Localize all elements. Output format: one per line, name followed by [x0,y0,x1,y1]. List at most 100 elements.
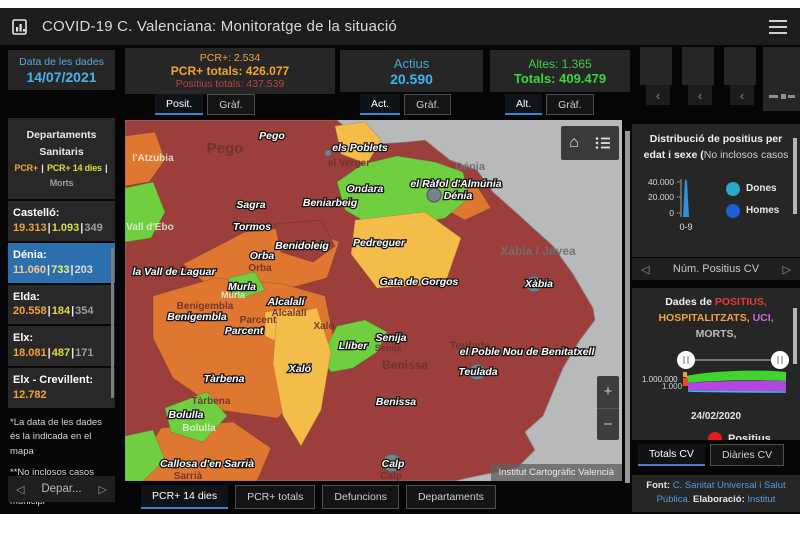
tab-pcr-graf[interactable]: Gràf. [207,94,255,115]
dept-row-denia-selected[interactable]: Dénia: 11.060|733|203 [8,242,115,283]
tab-departaments[interactable]: Departaments [405,485,496,509]
series-green [686,370,786,384]
expand-chevron-left-icon[interactable]: ‹ [730,85,754,105]
map-label: Tormos [233,221,271,233]
map-svg[interactable]: Pego l'Atzubia Vall d'Ebo el Verger Déni… [124,119,622,482]
dept-row-elx-crevillent[interactable]: Elx - Crevillent: 12.782 [8,367,115,408]
map-region[interactable] [274,219,336,263]
map-region[interactable] [124,131,166,187]
base-label: Xaló [313,321,334,332]
tab-totals-cv[interactable]: Totals CV [638,444,705,466]
positius-dot-icon [708,432,722,440]
pager-next-icon[interactable]: ▷ [782,263,791,276]
city-marker[interactable] [525,275,543,293]
font-link[interactable]: C. Sanitat Universal i Salut Pública. [656,480,786,506]
map-region[interactable] [334,121,382,165]
map-region[interactable] [124,429,166,482]
tab-pcr-totals[interactable]: PCR+ totals [235,485,316,509]
altes-totals: Totals: 409.479 [513,70,607,86]
dept-row-elx[interactable]: Elx: 18.081|487|171 [8,326,115,366]
city-marker[interactable] [468,363,486,381]
expand-chevron-left-icon[interactable]: ‹ [646,85,670,105]
map-label: la Vall de Laguar [132,266,216,278]
tab-alt[interactable]: Alt. [505,94,543,115]
base-label: Bolulla [182,423,216,434]
homes-label: Homes [746,205,780,216]
splitter-handle[interactable] [625,131,630,483]
map-label: Benigembla [167,311,227,323]
bar-0-9 [683,178,689,217]
series-orange [683,372,687,378]
actius-tabs: Act. Gràf. [360,94,452,115]
pager-label[interactable]: Depar... [41,483,82,495]
city-marker[interactable] [323,148,333,158]
base-label: el Verger [328,158,370,169]
svg-text:1.000: 1.000 [662,382,683,391]
map-region[interactable] [226,271,266,299]
map-label: Callosa d'en Sarrià [160,458,254,470]
zoom-out-button[interactable]: − [603,415,613,433]
map-label: Llíber [339,340,369,352]
brand-logo-icon [768,94,795,99]
base-label: Murla [221,290,246,300]
base-label: Alcalalí [271,308,307,319]
panel1-scrollbar[interactable] [793,138,797,214]
map-region[interactable] [272,307,332,447]
menu-icon[interactable] [768,19,788,35]
range-slider[interactable] [677,351,789,370]
tab-alt-graf[interactable]: Gràf. [546,94,594,115]
map-label: Sagra [236,199,265,211]
map-region[interactable] [350,211,462,289]
dept-row-elda[interactable]: Elda: 20.558|184|354 [8,284,115,325]
pcr-totals: PCR+ totals: 426.077 [170,64,290,78]
series-tabs: Totals CV Diàries CV [638,444,785,466]
sidebar-scrollbar[interactable] [111,248,114,398]
pager-prev-icon[interactable]: ◁ [16,483,25,496]
pager-next-icon[interactable]: ▷ [98,483,107,496]
tab-pcr14[interactable]: PCR+ 14 dies [141,485,229,509]
choropleth-map[interactable]: Pego l'Atzubia Vall d'Ebo el Verger Déni… [124,119,622,482]
map-toolbar: ⌂ [561,126,619,160]
dept-row-castello[interactable]: Castelló: 19.313|1.093|349 [8,201,115,241]
city-marker[interactable] [382,453,402,473]
altes-tabs: Alt. Gràf. [505,94,594,115]
map-label: el Poble Nou de Benitatxell [460,346,596,358]
map-region[interactable] [320,319,388,373]
legend-morts: Morts [49,177,74,188]
city-marker[interactable] [426,187,442,203]
elaboracio-link[interactable]: Institut [747,494,776,506]
home-icon[interactable]: ⌂ [569,134,579,151]
base-label: Benigembla [177,301,234,312]
tab-act[interactable]: Act. [360,94,401,115]
series-start-date: 24/02/2020 [690,411,742,423]
positius-label: Positius [728,433,771,440]
pager-label[interactable]: Núm. Positius CV [672,263,760,275]
map-label: Dénia [444,190,473,202]
series-title: Dades de POSITIUS, HOSPITALITZATS, UCI, … [658,296,774,340]
base-label: Parcent [240,315,277,326]
map-region[interactable] [164,391,228,443]
series-chart[interactable]: 1.000.000 1.000 [640,348,792,404]
map-label: Gata de Gorgos [380,276,459,288]
map-label: Alcalalí [267,296,307,308]
tab-defuncions[interactable]: Defuncions [322,485,399,509]
map-label: els Poblets [332,142,388,154]
map-region[interactable] [124,181,166,243]
map-label: Teulada [458,366,497,378]
map-label: Xaló [288,363,312,375]
tab-diaries-cv[interactable]: Diàries CV [709,444,785,466]
pager-prev-icon[interactable]: ◁ [641,263,650,276]
homes-dot-icon [726,203,740,218]
base-label: Sarrià [174,471,203,481]
map-label: el Ràfol d'Almúnia [410,178,501,190]
base-label: l'Atzubia [132,153,174,164]
zoom-in-button[interactable]: + [597,376,619,409]
date-panel: Data de les dades 14/07/2021 [8,50,115,90]
age-sex-title: Distribució de positius per edat i sexe … [643,133,789,161]
expand-chevron-left-icon[interactable]: ‹ [688,85,712,105]
tab-act-graf[interactable]: Gràf. [404,94,452,115]
tab-posit[interactable]: Posit. [155,94,204,115]
age-sex-chart[interactable]: 40.000 20.000 0 0-9 [640,172,722,234]
legend-list-icon[interactable] [595,136,611,150]
panel2-scrollbar[interactable] [793,308,797,364]
